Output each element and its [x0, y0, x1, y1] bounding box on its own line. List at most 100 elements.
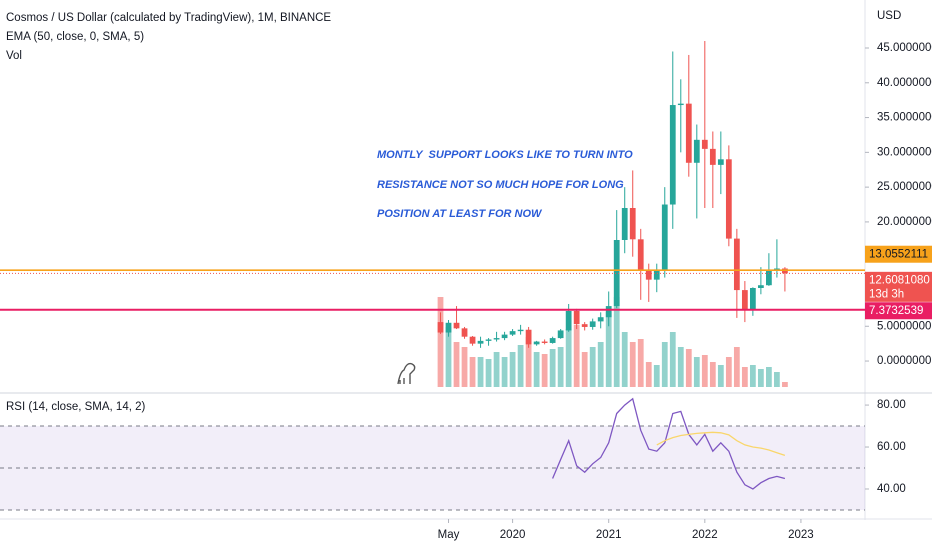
- candle-body: [701, 139, 708, 149]
- volume-bar: [589, 347, 596, 387]
- candle-body: [445, 322, 452, 333]
- volume-bar: [669, 332, 676, 387]
- candle-body: [733, 238, 740, 291]
- candle-body: [573, 310, 580, 325]
- volume-bar: [693, 357, 700, 387]
- candle-body: [613, 240, 620, 307]
- volume-bar: [782, 382, 788, 387]
- volume-bar: [701, 355, 708, 387]
- volume-bar: [597, 342, 604, 387]
- candle-body: [541, 341, 548, 343]
- volume-bar: [541, 354, 548, 387]
- candle-body: [766, 269, 772, 286]
- volume-bar: [757, 369, 764, 387]
- candle-body: [565, 310, 572, 331]
- candle-body: [605, 306, 612, 318]
- volume-bar: [445, 327, 452, 387]
- volume-bar: [501, 357, 508, 387]
- price-tag: [865, 302, 932, 320]
- volume-bar: [717, 365, 724, 387]
- candle-body: [709, 148, 716, 165]
- candle-body: [693, 139, 700, 163]
- candle-body: [637, 239, 644, 271]
- volume-bar: [469, 357, 476, 387]
- price-tag-label: 7.3732539: [869, 305, 923, 317]
- y-tick-label: 40.00: [877, 483, 906, 495]
- candle-body: [661, 204, 668, 271]
- volume-bar: [493, 352, 500, 387]
- volume-bar: [509, 352, 516, 387]
- volume-bar: [533, 352, 540, 387]
- rsi-title: RSI (14, close, SMA, 14, 2): [6, 401, 146, 413]
- candle-body: [469, 336, 476, 344]
- candle-body: [629, 208, 636, 240]
- volume-bar: [733, 347, 740, 387]
- volume-bar: [709, 362, 716, 387]
- y-tick-label: 60.00: [877, 441, 906, 453]
- volume-bar: [461, 347, 468, 387]
- candle-body: [757, 285, 764, 288]
- candle-body: [685, 103, 692, 163]
- candle-body: [461, 328, 468, 337]
- candle-body: [525, 329, 532, 345]
- price-tag: [865, 245, 932, 263]
- candle-body: [437, 322, 444, 333]
- volume-bar: [653, 365, 660, 387]
- volume-bar: [453, 342, 460, 387]
- volume-bar: [725, 357, 732, 387]
- candle-body: [621, 208, 628, 240]
- candle-body: [725, 159, 732, 239]
- x-tick-label: 2020: [500, 529, 526, 541]
- candle-body: [669, 105, 676, 205]
- volume-bar: [517, 345, 524, 387]
- rsi-line: [656, 431, 786, 457]
- candle-body: [501, 334, 508, 339]
- volume-bar: [437, 297, 444, 387]
- candle-body: [509, 331, 516, 335]
- candle-body: [493, 338, 500, 340]
- candle-body: [749, 288, 756, 310]
- price-tag: [865, 271, 932, 302]
- candle-body: [477, 340, 484, 344]
- labels: Cosmos / US Dollar (calculated by Tradin…: [6, 10, 901, 413]
- volume-bar: [685, 349, 692, 387]
- volume-bar: [774, 372, 780, 387]
- rsi-line: [552, 397, 786, 490]
- volume-bar: [629, 342, 636, 387]
- indicator-label: EMA (50, close, 0, SMA, 5): [6, 31, 144, 43]
- candle-body: [517, 329, 524, 332]
- candle-body: [589, 321, 596, 327]
- volume-bar: [766, 367, 772, 387]
- y-tick-label: 80.00: [877, 399, 906, 411]
- volume-bar: [549, 349, 556, 387]
- price-tag-label: 12.6081080: [869, 274, 930, 286]
- volume-bar: [565, 329, 572, 387]
- candle-body: [485, 339, 492, 341]
- volume-bar: [613, 297, 620, 387]
- y-tick-label: 35.0000000: [877, 112, 932, 124]
- candle-body: [645, 270, 652, 280]
- volume-bar: [637, 339, 644, 387]
- volume-bar: [661, 342, 668, 387]
- candle-body: [549, 338, 556, 343]
- candle-body: [557, 330, 564, 339]
- volume-bar: [477, 357, 484, 387]
- candle-body: [741, 290, 748, 310]
- y-axis-label: USD: [877, 10, 901, 22]
- volume-bar: [485, 359, 492, 387]
- y-tick-label: 30.0000000: [877, 146, 932, 158]
- candle-body: [653, 270, 660, 280]
- marks: 45.0000000 40.0000000 35.0000000 30.0000000…: [0, 41, 932, 541]
- y-tick-label: 25.0000000: [877, 181, 932, 193]
- volume-bar: [525, 337, 532, 387]
- volume-bar: [645, 362, 652, 387]
- candle-body: [717, 159, 724, 165]
- annotation: RESISTANCE NOT SO MUCH HOPE FOR LONG: [377, 179, 624, 191]
- x-tick-label: 2022: [692, 529, 718, 541]
- candle-body: [597, 317, 604, 322]
- volume-bar: [573, 325, 580, 387]
- y-tick-label: 20.0000000: [877, 216, 932, 228]
- volume-bar: [581, 352, 588, 387]
- x-tick-label: 2023: [788, 529, 814, 541]
